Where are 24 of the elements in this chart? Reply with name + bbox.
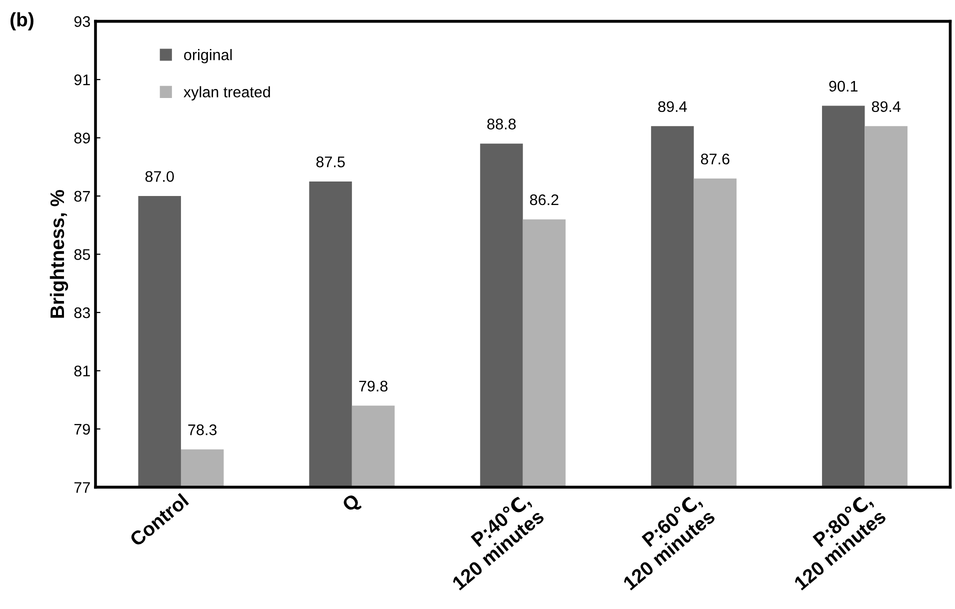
y-tick-label: 85: [74, 249, 90, 260]
data-label: 86.2: [530, 194, 558, 206]
data-label: 87.6: [700, 154, 730, 164]
data-label: 87.5: [316, 156, 345, 168]
y-tick-label: 93: [74, 16, 90, 27]
y-tick-label: 87: [74, 190, 90, 202]
legend-label: original: [184, 49, 232, 64]
data-label: 87.0: [145, 171, 174, 182]
y-axis-title: Brightness, %: [50, 190, 68, 318]
legend-label: xylan treated: [184, 86, 270, 100]
data-label: 90.1: [829, 80, 858, 92]
y-tick-label: 91: [74, 74, 90, 86]
data-label: 89.4: [872, 101, 901, 112]
y-tick-label: 81: [74, 366, 90, 376]
y-tick-label: 89: [74, 132, 90, 144]
data-label: 88.8: [487, 118, 516, 130]
y-tick-label: 79: [74, 424, 90, 435]
y-tick-label: 77: [74, 482, 90, 493]
x-tick-label: Q: [341, 492, 363, 515]
data-label: 78.3: [188, 424, 217, 436]
data-label: 89.4: [658, 101, 687, 112]
y-tick-label: 83: [74, 307, 90, 318]
data-label: 79.8: [359, 380, 388, 392]
text: (b): [10, 12, 34, 30]
